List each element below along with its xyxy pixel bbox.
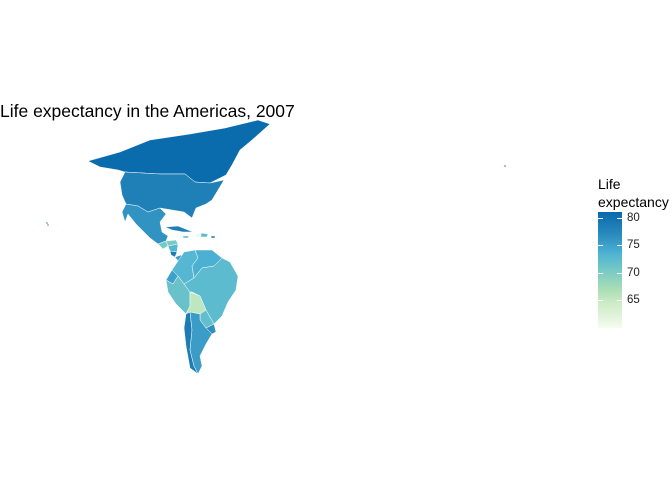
legend-tick-mark	[617, 300, 622, 302]
legend-tick-label: 65	[627, 294, 640, 307]
country-canada	[87, 119, 271, 184]
country-uruguay	[205, 323, 217, 335]
island-mark	[46, 223, 50, 227]
legend-tick-mark	[598, 245, 603, 247]
country-costa-rica	[169, 250, 178, 258]
country-argentina	[189, 311, 213, 375]
legend-tick-mark	[598, 300, 603, 302]
country-puerto-rico	[210, 235, 216, 239]
legend-tick-label: 70	[627, 266, 640, 279]
chart-title: Life expectancy in the Americas, 2007	[0, 101, 295, 121]
legend-title-line2: expectancy	[598, 194, 669, 210]
country-jamaica	[182, 235, 190, 239]
island-mark	[503, 164, 507, 168]
country-mexico	[121, 203, 169, 245]
legend-title-line1: Life	[598, 176, 621, 192]
country-cuba	[164, 225, 194, 233]
country-haiti	[195, 232, 202, 238]
island-mark	[45, 221, 49, 225]
legend-tick-mark	[598, 272, 603, 274]
legend-tick-label: 80	[627, 211, 640, 224]
legend-tick-mark	[598, 217, 603, 219]
country-dominican-republic	[200, 232, 209, 238]
legend-tick-mark	[617, 217, 622, 219]
country-brazil	[183, 257, 239, 325]
legend-colorbar	[598, 212, 622, 328]
legend-title: Life expectancy	[598, 175, 669, 211]
legend-tick-label: 75	[627, 239, 640, 252]
legend-tick-mark	[617, 272, 622, 274]
legend-tick-mark	[617, 245, 622, 247]
